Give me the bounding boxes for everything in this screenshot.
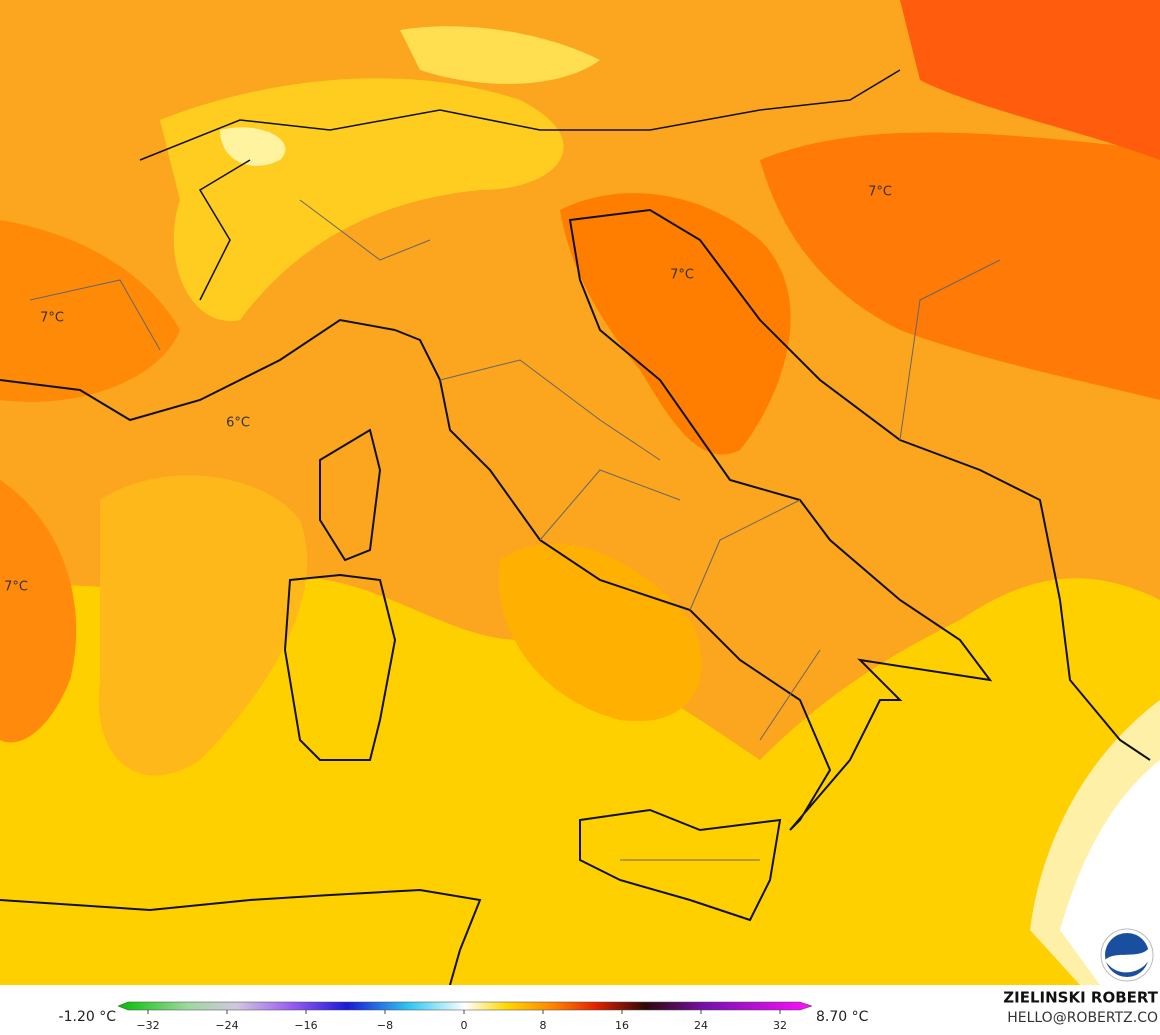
colorbar-min: -1.20 °C: [59, 1009, 117, 1025]
contour-label: 7°C: [40, 311, 64, 326]
credit-name: ZIELINSKI ROBERT: [1003, 989, 1158, 1007]
colorbar-tick-label: −32: [136, 1019, 159, 1032]
contour-label: 7°C: [4, 580, 28, 595]
colorbar-tick-label: 32: [773, 1019, 787, 1032]
colorbar-tick-label: 24: [694, 1019, 708, 1032]
colorbar-tick-label: −24: [215, 1019, 238, 1032]
colorbar-tick-label: 0: [461, 1019, 468, 1032]
colorbar-tick-label: −8: [377, 1019, 393, 1032]
balkan-warm: [760, 132, 1160, 400]
map: 7°C 7°C 7°C 6°C 7°C: [0, 0, 1160, 986]
hot-area: [900, 0, 1160, 160]
contour-label: 7°C: [670, 268, 694, 283]
zone: [98, 475, 308, 776]
coastline: [0, 69, 1151, 986]
coastline: [394, 208, 1151, 831]
regions: [29, 199, 1001, 861]
africa-coast: [0, 888, 482, 986]
contour-label: 7°C: [868, 185, 892, 200]
france-coast: [0, 318, 396, 422]
adriatic-warm: [560, 193, 791, 455]
sardinia: [283, 573, 397, 761]
zone: [0, 220, 180, 402]
zone: [0, 480, 77, 743]
alps-cold: [220, 127, 286, 166]
contour-label: 6°C: [226, 416, 250, 431]
credit-email: HELLO@ROBERTZ.CO: [1007, 1010, 1158, 1026]
alps-cool: [400, 26, 600, 84]
colorbar-tick-label: −16: [294, 1019, 317, 1032]
zone: [498, 543, 702, 722]
noaa-logo: [1100, 928, 1154, 982]
corsica: [319, 428, 382, 562]
border: [139, 69, 901, 161]
sicily: [579, 808, 782, 922]
colorbar-max: 8.70 °C: [816, 1009, 869, 1025]
colorbar-tick-label: 16: [615, 1019, 629, 1032]
colorbar-tick-label: 8: [540, 1019, 547, 1032]
white-area: [1060, 760, 1160, 985]
colorbar: [117, 1001, 813, 1011]
border: [198, 159, 251, 301]
